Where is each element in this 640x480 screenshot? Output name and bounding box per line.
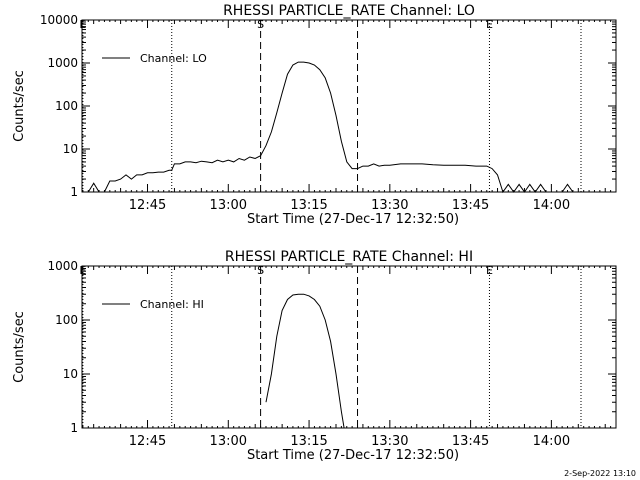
y-axis-label: Counts/sec	[12, 311, 27, 383]
event-marker-label: E	[79, 18, 86, 31]
x-tick-label: 13:00	[210, 434, 247, 449]
event-marker-label: E	[79, 264, 86, 277]
y-axis-label: Counts/sec	[12, 70, 27, 142]
legend-label: Channel: HI	[140, 298, 204, 311]
x-tick-label: 14:00	[533, 198, 570, 213]
y-tick-label: 100	[55, 313, 78, 327]
legend-label: Channel: LO	[140, 52, 207, 65]
y-tick-label: 1	[70, 421, 78, 435]
chart-title: RHESSI PARTICLE_RATE Channel: LO	[223, 3, 475, 19]
event-marker-label: E	[486, 18, 493, 31]
x-tick-label: 13:30	[371, 434, 408, 449]
x-axis-label: Start Time (27-Dec-17 12:32:50)	[247, 448, 459, 463]
series-line-0	[82, 61, 574, 194]
event-marker-label: E	[486, 264, 493, 277]
x-tick-label: 13:00	[210, 198, 247, 213]
x-tick-label: 12:45	[129, 198, 166, 213]
y-tick-label: 10	[63, 142, 78, 156]
event-marker-label: S	[257, 264, 264, 277]
y-tick-label: 1000	[47, 56, 78, 70]
y-tick-label: 100	[55, 99, 78, 113]
plot-frame	[81, 265, 617, 429]
x-tick-label: 13:15	[290, 198, 327, 213]
x-tick-label: 13:45	[452, 198, 489, 213]
x-tick-label: 13:15	[290, 434, 327, 449]
x-tick-label: 12:45	[129, 434, 166, 449]
y-tick-label: 10000	[40, 13, 78, 27]
y-tick-label: 1000	[47, 259, 78, 273]
chart-title: RHESSI PARTICLE_RATE Channel: HI	[225, 249, 473, 265]
footer-timestamp: 2-Sep-2022 13:10	[564, 469, 636, 478]
x-tick-label: 13:30	[371, 198, 408, 213]
y-tick-label: 1	[70, 185, 78, 199]
y-tick-label: 10	[63, 367, 78, 381]
x-tick-label: 13:45	[452, 434, 489, 449]
series-line-1	[265, 293, 345, 429]
x-tick-label: 14:00	[533, 434, 570, 449]
event-marker-label: S	[257, 18, 264, 31]
x-axis-label: Start Time (27-Dec-17 12:32:50)	[247, 212, 459, 227]
